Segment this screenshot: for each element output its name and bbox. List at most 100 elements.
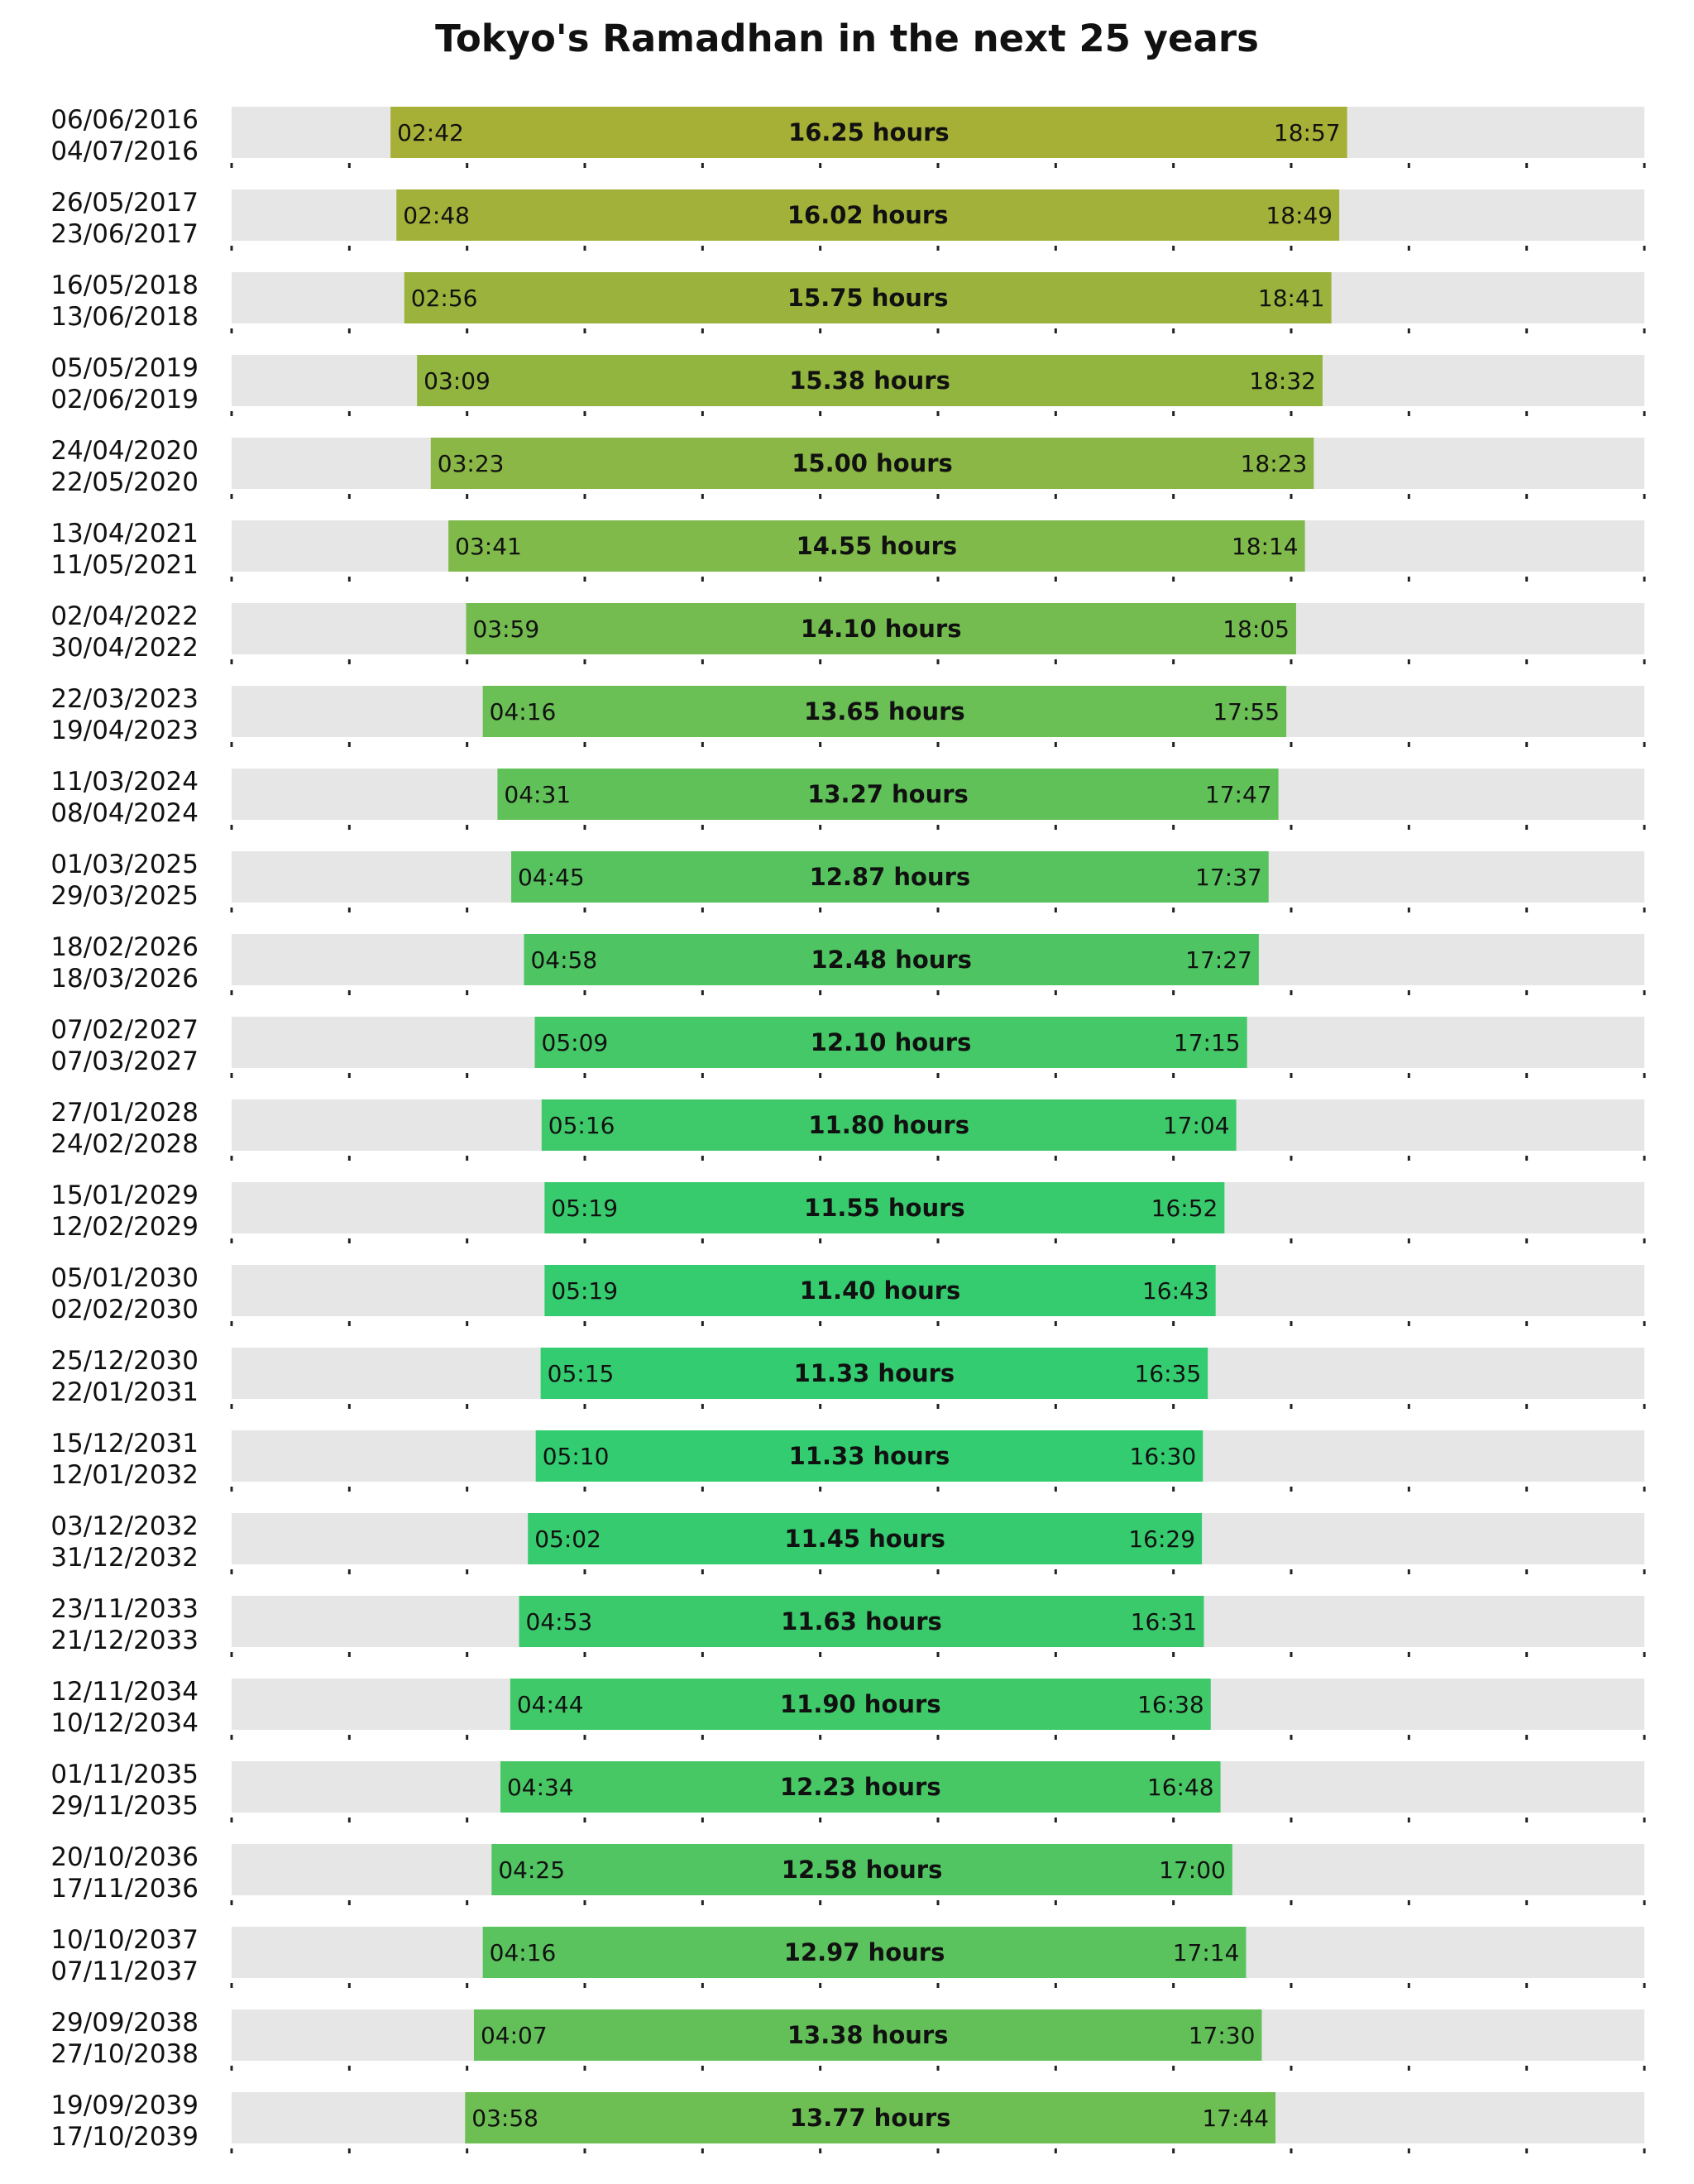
fasting-bar — [482, 1927, 1247, 1978]
sunset-time-label: 17:44 — [1202, 2105, 1269, 2132]
start-date-label: 19/09/2039 — [50, 2091, 199, 2120]
duration-label: 11.63 hours — [781, 1607, 942, 1636]
end-date-label: 31/12/2032 — [50, 1543, 199, 1573]
end-date-label: 17/10/2039 — [50, 2122, 199, 2152]
dawn-time-label: 04:53 — [526, 1608, 593, 1636]
start-date-label: 02/04/2022 — [50, 601, 199, 631]
sunset-time-label: 16:52 — [1151, 1195, 1218, 1222]
start-date-label: 03/12/2032 — [50, 1511, 199, 1541]
duration-label: 11.33 hours — [789, 1442, 950, 1470]
fasting-bar — [519, 1596, 1204, 1647]
dawn-time-label: 04:31 — [504, 781, 571, 808]
duration-label: 11.55 hours — [804, 1194, 965, 1222]
end-date-label: 02/06/2019 — [50, 385, 199, 414]
start-date-label: 15/12/2031 — [50, 1429, 199, 1458]
sunset-time-label: 18:14 — [1232, 533, 1299, 560]
start-date-label: 01/03/2025 — [50, 850, 199, 879]
dawn-time-label: 05:19 — [551, 1277, 618, 1305]
fasting-bar — [544, 1265, 1216, 1316]
duration-label: 16.02 hours — [787, 201, 949, 229]
sunset-time-label: 17:37 — [1195, 864, 1262, 891]
duration-label: 13.65 hours — [804, 697, 965, 726]
sunset-time-label: 16:35 — [1134, 1360, 1201, 1387]
end-date-label: 30/04/2022 — [50, 633, 199, 663]
sunset-time-label: 17:27 — [1185, 946, 1252, 974]
start-date-label: 15/01/2029 — [50, 1181, 199, 1210]
dawn-time-label: 04:07 — [481, 2022, 548, 2049]
end-date-label: 07/11/2037 — [50, 1956, 199, 1986]
sunset-time-label: 16:29 — [1128, 1525, 1195, 1553]
end-date-label: 04/07/2016 — [50, 136, 199, 166]
end-date-label: 29/11/2035 — [50, 1791, 199, 1821]
start-date-label: 18/02/2026 — [50, 932, 199, 962]
duration-label: 14.10 hours — [801, 615, 962, 643]
start-date-label: 01/11/2035 — [50, 1760, 199, 1789]
sunset-time-label: 17:55 — [1213, 698, 1280, 726]
start-date-label: 07/02/2027 — [50, 1015, 199, 1045]
end-date-label: 13/06/2018 — [50, 302, 199, 332]
sunset-time-label: 18:23 — [1241, 450, 1308, 477]
start-date-label: 27/01/2028 — [50, 1098, 199, 1128]
fasting-bar — [465, 2092, 1276, 2143]
fasting-bar — [535, 1430, 1204, 1482]
duration-label: 11.40 hours — [800, 1276, 961, 1305]
duration-label: 12.23 hours — [780, 1773, 941, 1801]
end-date-label: 19/04/2023 — [50, 716, 199, 745]
dawn-time-label: 02:48 — [403, 202, 470, 229]
sunset-time-label: 18:05 — [1223, 615, 1290, 643]
sunset-time-label: 17:47 — [1205, 781, 1272, 808]
end-date-label: 24/02/2028 — [50, 1129, 199, 1159]
fasting-bar — [448, 520, 1305, 572]
dawn-time-label: 05:16 — [548, 1112, 615, 1139]
sunset-time-label: 16:38 — [1137, 1691, 1204, 1718]
dawn-time-label: 05:15 — [548, 1360, 615, 1387]
start-date-label: 25/12/2030 — [50, 1346, 199, 1376]
end-date-label: 29/03/2025 — [50, 881, 199, 911]
chart-title: Tokyo's Ramadhan in the next 25 years — [435, 17, 1259, 60]
duration-label: 12.48 hours — [811, 946, 972, 974]
end-date-label: 22/05/2020 — [50, 467, 199, 497]
start-date-label: 16/05/2018 — [50, 271, 199, 300]
dawn-time-label: 05:19 — [551, 1195, 618, 1222]
fasting-bar — [430, 438, 1314, 489]
dawn-time-label: 05:09 — [542, 1029, 609, 1056]
duration-label: 11.80 hours — [808, 1111, 969, 1139]
dawn-time-label: 04:34 — [507, 1774, 574, 1801]
duration-label: 11.45 hours — [784, 1525, 945, 1553]
dawn-time-label: 05:10 — [543, 1443, 610, 1470]
fasting-bar — [544, 1182, 1225, 1233]
dawn-time-label: 03:41 — [455, 533, 522, 560]
start-date-label: 13/04/2021 — [50, 519, 199, 548]
fasting-bar — [541, 1099, 1237, 1151]
dawn-time-label: 04:44 — [517, 1691, 584, 1718]
sunset-time-label: 16:31 — [1131, 1608, 1198, 1636]
duration-label: 16.25 hours — [788, 118, 950, 146]
end-date-label: 12/02/2029 — [50, 1212, 199, 1242]
start-date-label: 23/11/2033 — [50, 1594, 199, 1624]
dawn-time-label: 03:23 — [438, 450, 505, 477]
fasting-bar — [510, 1679, 1211, 1730]
end-date-label: 08/04/2024 — [50, 798, 199, 828]
end-date-label: 11/05/2021 — [50, 550, 199, 580]
sunset-time-label: 16:30 — [1130, 1443, 1197, 1470]
dawn-time-label: 03:09 — [424, 367, 490, 395]
sunset-time-label: 18:41 — [1258, 285, 1325, 312]
fasting-bar — [491, 1844, 1232, 1895]
start-date-label: 22/03/2023 — [50, 684, 199, 714]
fasting-bar — [390, 107, 1347, 158]
sunset-time-label: 16:43 — [1142, 1277, 1209, 1305]
